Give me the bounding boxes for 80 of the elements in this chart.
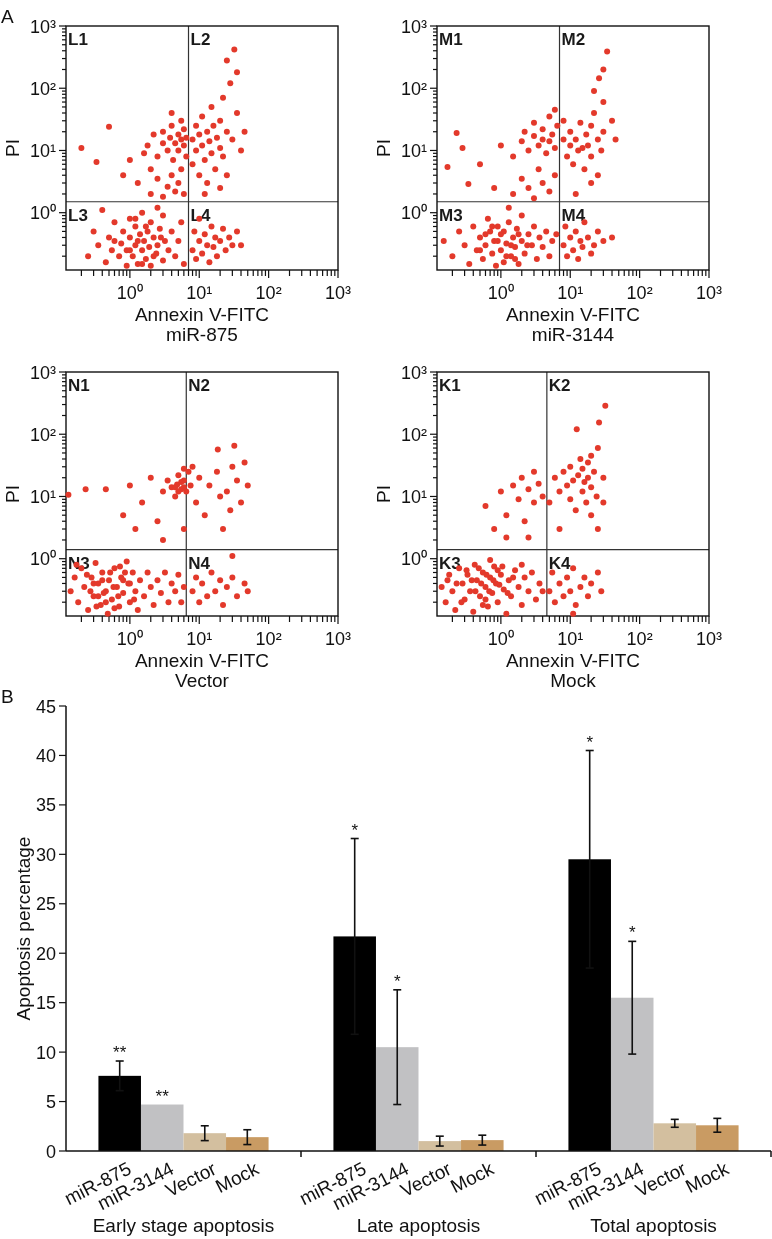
annotation: N4 xyxy=(188,553,211,573)
annotation: K1 xyxy=(439,376,461,395)
annotation: * xyxy=(351,820,359,840)
y-tick-label: 10⁰ xyxy=(400,203,427,224)
x-tick-label: 10⁰ xyxy=(487,629,514,649)
x-tick-label: 10¹ xyxy=(186,629,213,649)
y-tick-label: 10⁰ xyxy=(29,549,56,570)
y-tick-label: 10¹ xyxy=(400,140,428,161)
x-tick-label: 10² xyxy=(255,283,282,303)
chart-title: B xyxy=(1,686,14,707)
y-tick-label: 10³ xyxy=(29,16,57,37)
annotation: N1 xyxy=(68,376,90,395)
y-tick-label: 10³ xyxy=(29,362,57,383)
y-tick-label: 0 xyxy=(45,1141,56,1162)
text: Mock xyxy=(550,670,597,691)
x-tick-label: 10⁰ xyxy=(487,283,514,303)
y-tick-label: 25 xyxy=(35,894,56,915)
x-tick-label: 10² xyxy=(626,283,653,303)
annotation: * xyxy=(393,971,401,991)
x-tick-label: 10⁰ xyxy=(116,283,143,303)
annotation: * xyxy=(586,732,594,752)
y-tick-label: 10¹ xyxy=(29,486,57,507)
text: Vector xyxy=(175,670,230,691)
x-axis-title: Annexin V-FITC xyxy=(505,650,641,671)
annotation: ** xyxy=(113,1043,127,1063)
x-tick-label: 10³ xyxy=(695,629,723,649)
x-tick-label: 10³ xyxy=(324,629,352,649)
y-axis-title: PI xyxy=(2,485,23,503)
annotation: K4 xyxy=(548,553,572,573)
y-axis-title: Apoptosis percentage xyxy=(13,836,34,1021)
annotation: * xyxy=(628,923,636,943)
y-tick-label: 10² xyxy=(400,78,428,99)
y-tick-label: 10 xyxy=(35,1042,56,1063)
y-tick-label: 45 xyxy=(35,696,56,717)
x-tick-label: 10¹ xyxy=(557,629,584,649)
y-tick-label: 10⁰ xyxy=(29,203,56,224)
y-tick-label: 30 xyxy=(35,844,56,865)
y-tick-label: 15 xyxy=(35,993,56,1014)
x-tick-label: 10¹ xyxy=(186,283,213,303)
y-tick-label: 10⁰ xyxy=(400,549,427,570)
y-axis-title: PI xyxy=(373,139,394,157)
annotation: L1 xyxy=(68,30,88,49)
x-tick-label: 10¹ xyxy=(557,283,584,303)
text: miR-3144 xyxy=(531,324,615,345)
chart-title: A xyxy=(1,6,14,27)
y-axis-title: PI xyxy=(373,485,394,503)
y-tick-label: 10¹ xyxy=(400,486,428,507)
y-tick-label: 10² xyxy=(400,424,428,445)
x-tick-label: 10² xyxy=(626,629,653,649)
x-tick-label: Total apoptosis xyxy=(590,1215,717,1236)
annotation: K3 xyxy=(439,553,461,573)
annotation: L3 xyxy=(68,205,88,225)
y-tick-label: 10³ xyxy=(400,362,428,383)
y-tick-label: 10³ xyxy=(400,16,428,37)
annotation: N2 xyxy=(188,376,211,395)
x-tick-label: 10² xyxy=(255,629,282,649)
y-tick-label: 10² xyxy=(29,78,57,99)
annotation: K2 xyxy=(548,376,571,395)
y-tick-label: 35 xyxy=(35,795,56,816)
x-tick-label: 10³ xyxy=(695,283,723,303)
y-axis-title: PI xyxy=(2,139,23,157)
text: miR-875 xyxy=(166,324,238,345)
y-tick-label: 10² xyxy=(29,424,57,445)
y-tick-label: 10¹ xyxy=(29,140,57,161)
x-axis-title: Annexin V-FITC xyxy=(134,304,270,325)
annotation: L2 xyxy=(190,30,211,49)
x-tick-label: Early stage apoptosis xyxy=(92,1215,275,1236)
x-tick-label: 10⁰ xyxy=(116,629,143,649)
y-tick-label: 40 xyxy=(35,745,56,766)
annotation: ** xyxy=(155,1086,170,1106)
y-tick-label: 20 xyxy=(35,943,56,964)
x-axis-title: Annexin V-FITC xyxy=(134,650,270,671)
y-tick-label: 5 xyxy=(45,1092,56,1113)
x-axis-title: Annexin V-FITC xyxy=(505,304,641,325)
annotation: M2 xyxy=(561,30,586,49)
annotation: M1 xyxy=(439,30,463,49)
x-tick-label: 10³ xyxy=(324,283,352,303)
x-tick-label: Late apoptosis xyxy=(356,1215,481,1236)
annotation: M3 xyxy=(439,205,463,225)
annotation: M4 xyxy=(561,205,586,225)
